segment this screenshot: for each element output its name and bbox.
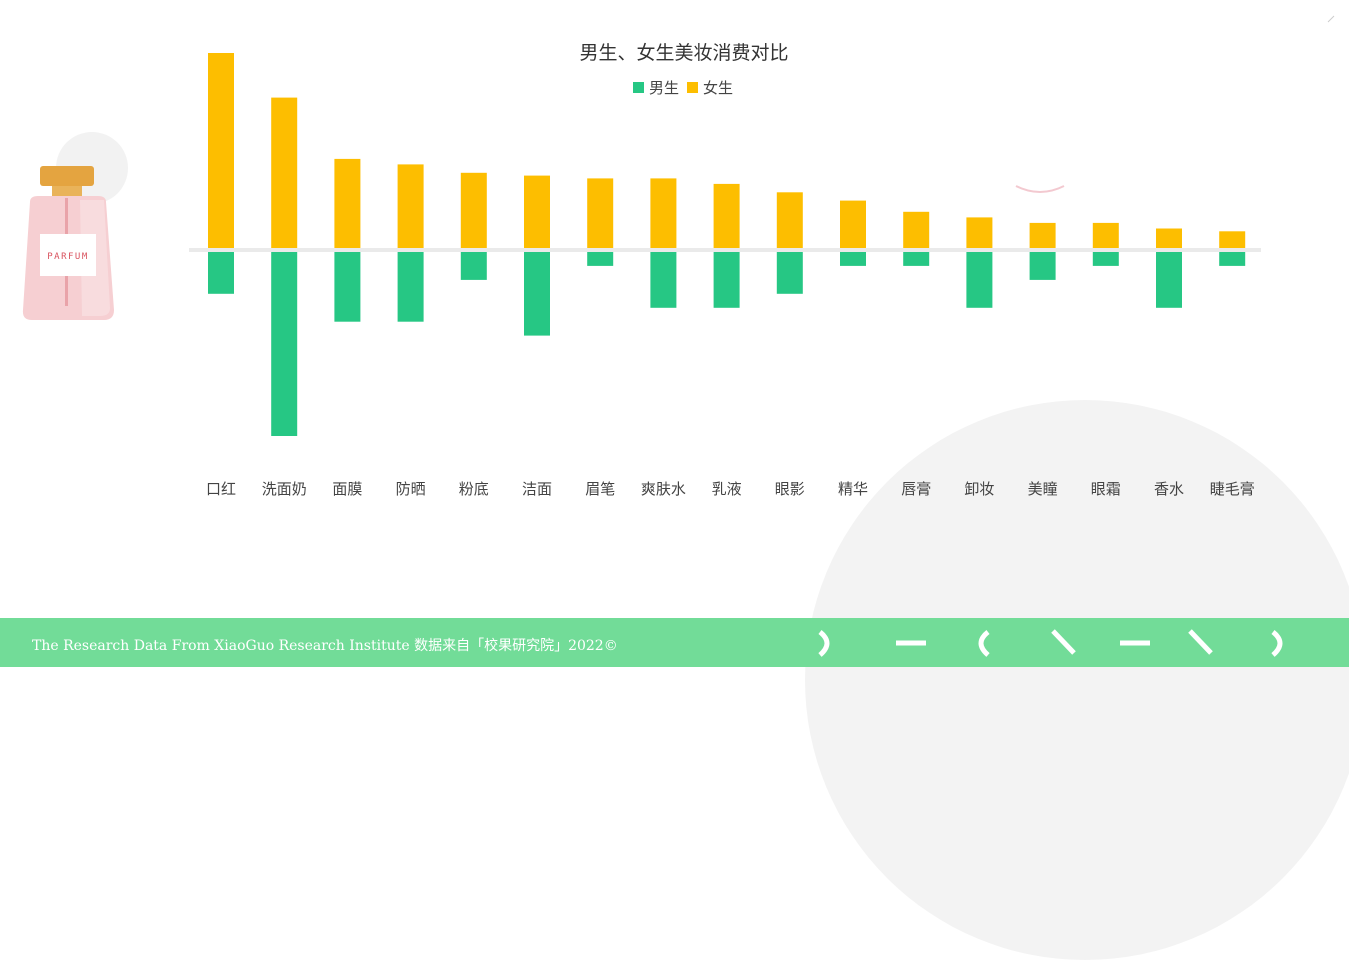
x-tick-label: 香水 <box>1154 480 1184 498</box>
perfume-tube-bottom <box>65 264 68 306</box>
x-tick-label: 眉笔 <box>585 480 615 498</box>
bar-male-7 <box>650 252 677 308</box>
x-tick-label: 睫毛膏 <box>1210 480 1255 498</box>
bar-male-12 <box>966 252 993 308</box>
x-tick-label: 眼霜 <box>1091 480 1121 498</box>
bar-female-12 <box>966 217 993 248</box>
legend-label-female: 女生 <box>703 79 733 97</box>
legend: 男生 女生 <box>633 79 733 97</box>
x-tick-label: 面膜 <box>332 480 362 498</box>
chart-title: 男生、女生美妆消费对比 <box>579 42 788 64</box>
perfume-bottle-icon: PARFUM <box>22 132 128 320</box>
bar-female-0 <box>208 53 234 248</box>
bar-female-8 <box>713 183 740 248</box>
bar-male-9 <box>776 252 803 294</box>
deco-right-paren-2 <box>1271 630 1283 657</box>
bar-female-2 <box>334 158 361 248</box>
bar-female-11 <box>903 211 930 248</box>
deco-right-paren <box>818 630 830 657</box>
x-tick-label: 洁面 <box>522 480 552 498</box>
bar-female-3 <box>397 164 424 248</box>
bar-male-3 <box>397 252 424 322</box>
x-tick-label: 防晒 <box>396 480 426 498</box>
bar-male-16 <box>1219 252 1246 266</box>
bar-female-5 <box>524 175 550 248</box>
bar-female-1 <box>271 97 298 248</box>
perfume-tube-top <box>65 198 68 234</box>
deco-left-paren <box>978 630 990 657</box>
bar-female-6 <box>587 178 614 248</box>
x-tick-label: 口红 <box>206 480 236 498</box>
bar-male-15 <box>1156 252 1182 308</box>
bar-male-14 <box>1092 252 1119 266</box>
corner-mark <box>1327 15 1335 23</box>
legend-swatch-male <box>633 82 644 93</box>
perfume-neck <box>52 186 82 198</box>
bar-male-0 <box>208 252 234 294</box>
x-tick-label: 美瞳 <box>1028 480 1058 498</box>
x-tick-labels: 口红 洗面奶 面膜 防晒 粉底 洁面 眉笔 爽肤水 乳液 眼影 精华 唇膏 卸妆 美瞳 眼霜 香水 睫毛膏 <box>206 480 1255 498</box>
bars-female <box>208 53 1246 248</box>
x-tick-label: 眼影 <box>775 480 805 498</box>
bar-female-14 <box>1092 222 1119 248</box>
x-tick-label: 洗面奶 <box>262 480 307 498</box>
decorative-arc <box>1015 185 1065 193</box>
x-tick-label: 乳液 <box>712 480 742 498</box>
bar-male-13 <box>1029 252 1056 280</box>
x-tick-label: 唇膏 <box>901 480 931 498</box>
deco-slash-2 <box>1188 629 1213 655</box>
bar-male-10 <box>840 252 866 266</box>
bar-female-4 <box>460 172 487 248</box>
bar-male-11 <box>903 252 930 266</box>
legend-label-male: 男生 <box>649 79 679 97</box>
footer-decorations <box>818 629 1283 657</box>
bar-male-4 <box>460 252 487 280</box>
bar-male-6 <box>587 252 614 266</box>
x-tick-label: 粉底 <box>459 480 489 498</box>
footer-source-text: The Research Data From XiaoGuo Research … <box>32 638 618 654</box>
bar-female-15 <box>1156 228 1182 248</box>
bar-male-1 <box>271 252 298 436</box>
bar-female-7 <box>650 178 677 248</box>
perfume-label-card <box>40 234 96 276</box>
x-tick-label: 爽肤水 <box>641 480 686 498</box>
chart: 男生、女生美妆消费对比 男生 女生 口红 洗面奶 面膜 防晒 粉底 洁面 眉笔 爽肤水 乳液 眼影… <box>189 42 1261 498</box>
zero-baseline <box>189 248 1261 252</box>
bar-male-5 <box>524 252 550 336</box>
bar-male-2 <box>334 252 361 322</box>
bar-female-9 <box>776 192 803 248</box>
bar-female-13 <box>1029 222 1056 248</box>
perfume-label-text: PARFUM <box>47 252 89 262</box>
deco-slash-1 <box>1051 629 1076 655</box>
footer-bar: The Research Data From XiaoGuo Research … <box>0 618 1349 667</box>
bar-male-8 <box>713 252 740 308</box>
perfume-cap <box>40 166 94 186</box>
legend-swatch-female <box>687 82 698 93</box>
bars-male <box>208 252 1246 436</box>
x-tick-label: 卸妆 <box>964 480 994 498</box>
bar-female-10 <box>840 200 866 248</box>
x-tick-label: 精华 <box>838 480 868 498</box>
bar-female-16 <box>1219 231 1246 248</box>
